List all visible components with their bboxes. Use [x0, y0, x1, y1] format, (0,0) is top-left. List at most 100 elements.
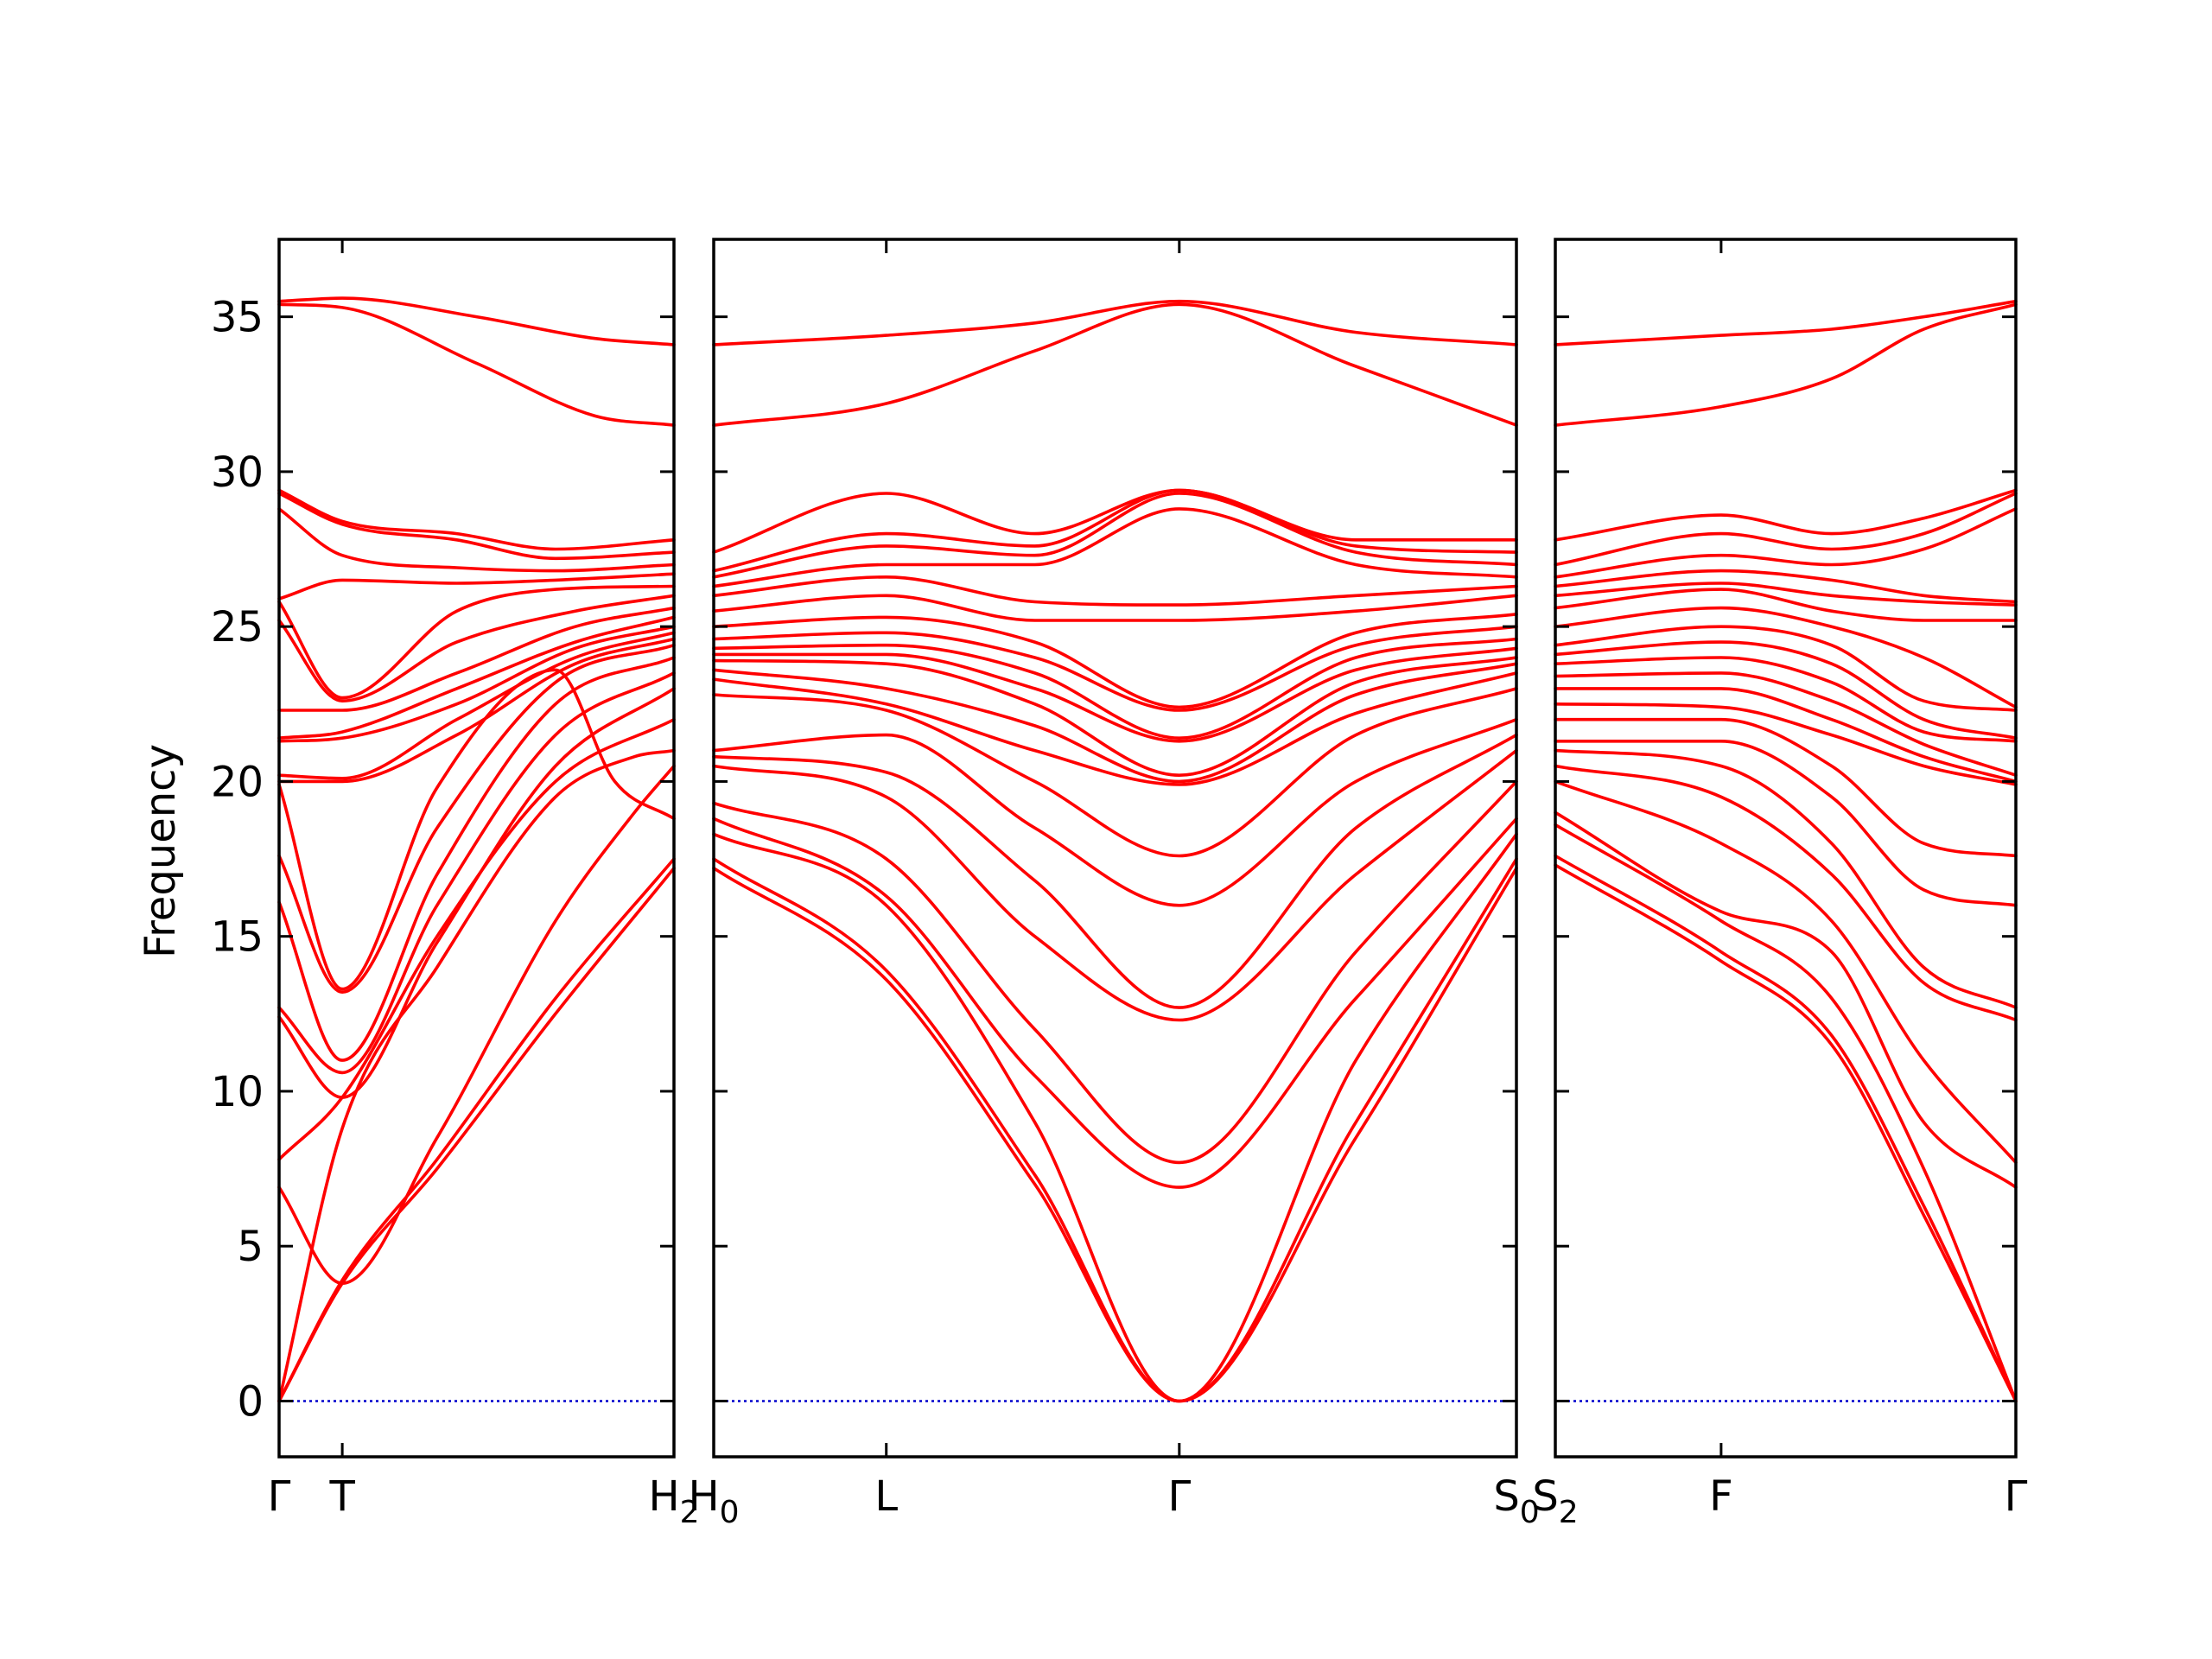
panel-frame: [277, 238, 676, 1459]
k-point-label: H2: [649, 1472, 700, 1530]
band-line-11: [1554, 687, 2018, 784]
band-line-14: [277, 615, 676, 740]
band-line-3: [277, 748, 676, 1403]
k-point-label: S0: [1493, 1472, 1539, 1530]
band-line-9: [1554, 717, 2018, 858]
y-tick-label: 5: [237, 1223, 264, 1271]
band-line-21: [712, 488, 1518, 573]
band-line-11: [712, 662, 1518, 784]
band-line-5: [712, 779, 1518, 1165]
band-line-17: [277, 584, 676, 700]
band-line-2: [277, 857, 676, 1403]
band-line-22: [277, 302, 676, 427]
k-point-label: F: [1709, 1472, 1733, 1521]
band-line-6: [1554, 764, 2018, 1022]
band-line-4: [277, 764, 676, 1285]
y-tick-label: 10: [211, 1068, 264, 1116]
band-line-9: [277, 643, 676, 994]
panel-2: H0 L Γ S0: [689, 238, 1540, 1530]
band-line-21: [277, 488, 676, 551]
band-line-5: [277, 717, 676, 1161]
band-line-23: [277, 296, 676, 346]
band-line-15: [1554, 625, 2018, 712]
band-line-21: [1554, 492, 2018, 567]
band-line-20: [277, 492, 676, 561]
panel-1: 0 5 10 15 20 25 30 35 Γ T H2: [211, 238, 700, 1530]
band-line-18: [1554, 582, 2018, 607]
band-line-19: [1554, 569, 2018, 604]
band-line-6: [712, 748, 1518, 1022]
band-line-18: [277, 572, 676, 601]
y-tick-label: 0: [237, 1377, 264, 1426]
band-line-20: [1554, 507, 2018, 579]
band-line-23: [1554, 302, 2018, 427]
band-line-10: [1554, 702, 2018, 786]
y-tick-label: 25: [211, 603, 264, 652]
band-line-17: [712, 594, 1518, 622]
y-tick-label: 30: [211, 448, 264, 497]
band-line-1: [712, 867, 1518, 1403]
k-point-label: Γ: [2005, 1472, 2028, 1521]
band-line-24: [1554, 299, 2018, 346]
panel-3: S2 F Γ: [1532, 238, 2028, 1530]
band-line-10: [277, 668, 676, 991]
band-line-19: [712, 507, 1518, 588]
band-line-20: [712, 492, 1518, 579]
y-axis-label: Frequency: [137, 744, 185, 958]
band-line-14: [1554, 640, 2018, 740]
panel-frame: [1554, 238, 2018, 1459]
band-line-2: [1554, 854, 2018, 1403]
band-line-18: [712, 575, 1518, 607]
band-line-12: [712, 656, 1518, 777]
band-line-3: [1554, 823, 2018, 1403]
band-line-6: [277, 687, 676, 1099]
band-line-4: [1554, 810, 2018, 1189]
band-line-15: [277, 606, 676, 712]
band-line-17: [1554, 588, 2018, 622]
band-line-7: [712, 733, 1518, 1009]
band-line-8: [1554, 739, 2018, 907]
k-point-label: Γ: [1167, 1472, 1191, 1521]
band-line-10: [712, 671, 1518, 786]
band-line-7: [277, 671, 676, 1075]
band-line-22: [712, 488, 1518, 554]
band-line-4: [712, 817, 1518, 1189]
band-line-19: [277, 507, 676, 573]
band-series-group: [712, 299, 1518, 1403]
band-line-1: [1554, 863, 2018, 1403]
panel-frame: [712, 238, 1518, 1459]
band-line-1: [277, 867, 676, 1403]
band-line-13: [712, 646, 1518, 743]
band-line-22: [1554, 488, 2018, 542]
band-line-15: [712, 625, 1518, 712]
band-line-16: [1554, 606, 2018, 709]
band-line-12: [1554, 671, 2018, 777]
band-line-8: [712, 717, 1518, 907]
y-tick-label: 35: [211, 294, 264, 342]
band-line-3: [712, 832, 1518, 1403]
band-line-16: [277, 594, 676, 702]
band-line-13: [277, 625, 676, 743]
y-tick-label: 20: [211, 758, 264, 806]
band-line-12: [277, 631, 676, 780]
band-line-9: [712, 687, 1518, 858]
band-line-23: [712, 302, 1518, 427]
band-line-2: [712, 857, 1518, 1403]
band-line-24: [712, 299, 1518, 346]
k-point-label: L: [874, 1472, 898, 1521]
band-line-8: [277, 656, 676, 1062]
k-point-label: Γ: [268, 1472, 291, 1521]
band-line-5: [1554, 779, 2018, 1165]
band-series-group: [1554, 299, 2018, 1403]
k-point-label: H0: [689, 1472, 740, 1530]
band-line-11: [277, 637, 676, 784]
k-point-label: S2: [1532, 1472, 1578, 1530]
k-point-label: T: [328, 1472, 355, 1521]
band-line-16: [712, 613, 1518, 709]
band-line-7: [1554, 748, 2018, 1009]
band-line-13: [1554, 656, 2018, 743]
y-tick-label: 15: [211, 913, 264, 962]
band-series-group: [277, 296, 676, 1403]
